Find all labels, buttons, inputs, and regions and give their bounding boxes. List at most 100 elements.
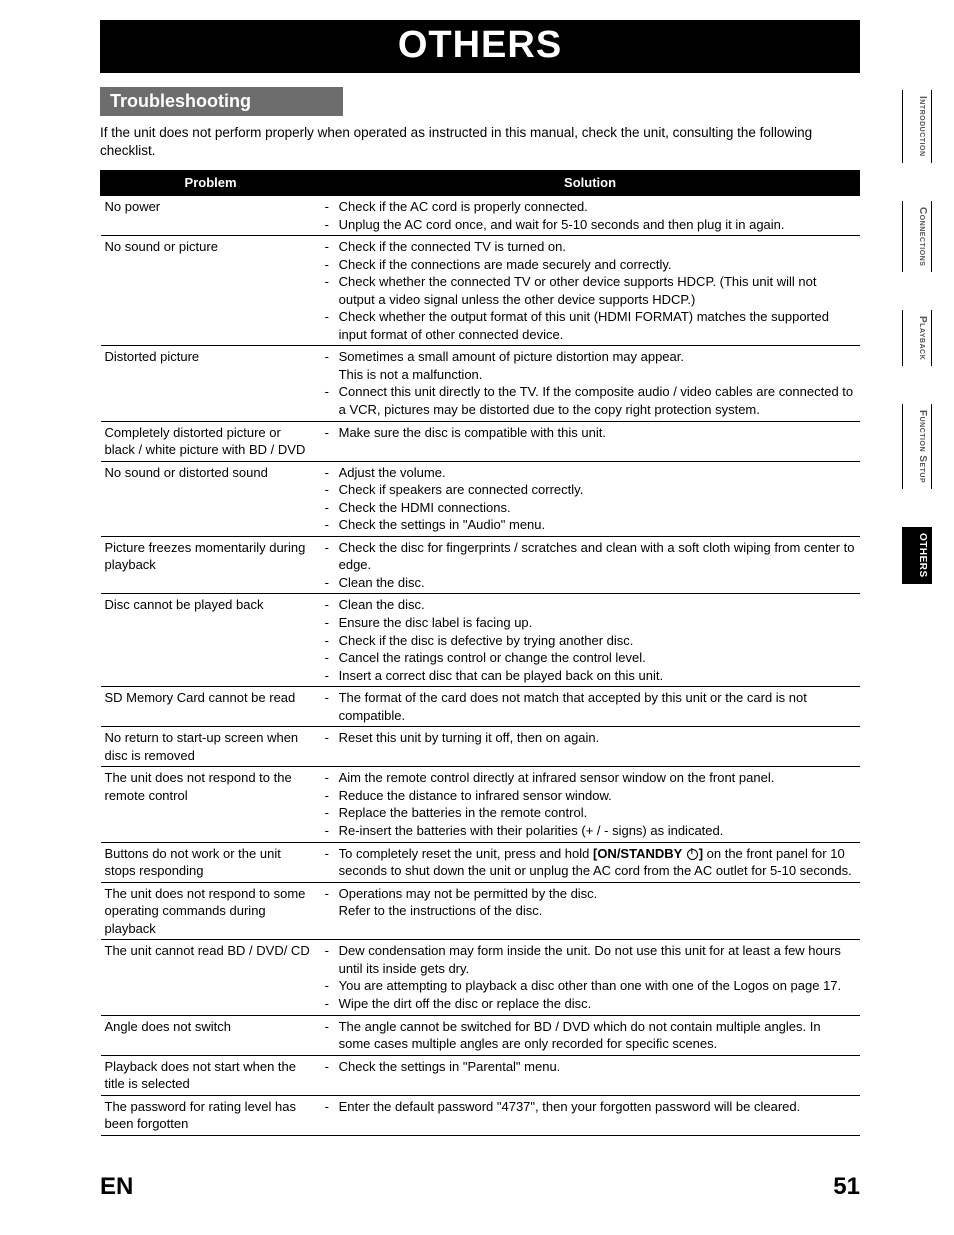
solution-text: To completely reset the unit, press and …	[339, 845, 856, 880]
solution-item: -Check the settings in "Audio" menu.	[325, 516, 856, 534]
section-tab[interactable]: Connections	[902, 201, 932, 272]
solution-item: -Re-insert the batteries with their pola…	[325, 822, 856, 840]
section-tab[interactable]: Function Setup	[902, 404, 932, 489]
solution-text: Replace the batteries in the remote cont…	[339, 804, 856, 822]
solution-list: -Check the settings in "Parental" menu.	[325, 1058, 856, 1076]
solution-cell: -Check the disc for fingerprints / scrat…	[321, 536, 860, 594]
problem-cell: No return to start-up screen when disc i…	[101, 727, 321, 767]
bullet-dash: -	[325, 499, 339, 517]
solution-text: Aim the remote control directly at infra…	[339, 769, 856, 787]
solution-item: -Enter the default password "4737", then…	[325, 1098, 856, 1116]
solution-cell: -Clean the disc.-Ensure the disc label i…	[321, 594, 860, 687]
solution-cell: -Sometimes a small amount of picture dis…	[321, 346, 860, 421]
solution-text: Check if the disc is defective by trying…	[339, 632, 856, 650]
solution-item: -The format of the card does not match t…	[325, 689, 856, 724]
bullet-dash: -	[325, 632, 339, 650]
table-row: The unit cannot read BD / DVD/ CD-Dew co…	[101, 940, 860, 1015]
side-tab-strip: Introduction Connections Playback Function …	[902, 90, 932, 584]
solution-list: -Make sure the disc is compatible with t…	[325, 424, 856, 442]
footer-language: EN	[100, 1173, 133, 1201]
bullet-dash: -	[325, 787, 339, 805]
bullet-dash: -	[325, 769, 339, 787]
bullet-dash: -	[325, 822, 339, 840]
intro-paragraph: If the unit does not perform properly wh…	[100, 124, 860, 160]
col-header-solution: Solution	[321, 171, 860, 196]
table-row: Playback does not start when the title i…	[101, 1055, 860, 1095]
bullet-dash: -	[325, 649, 339, 667]
solution-text: Check the settings in "Audio" menu.	[339, 516, 856, 534]
solution-item: -Replace the batteries in the remote con…	[325, 804, 856, 822]
bullet-dash: -	[325, 614, 339, 632]
solution-text: Dew condensation may form inside the uni…	[339, 942, 856, 977]
problem-cell: Distorted picture	[101, 346, 321, 421]
table-row: Disc cannot be played back-Clean the dis…	[101, 594, 860, 687]
problem-cell: Completely distorted picture or black / …	[101, 421, 321, 461]
solution-item: -Unplug the AC cord once, and wait for 5…	[325, 216, 856, 234]
solution-item: -Check the settings in "Parental" menu.	[325, 1058, 856, 1076]
solution-item: -Connect this unit directly to the TV. I…	[325, 383, 856, 418]
solution-list: -Aim the remote control directly at infr…	[325, 769, 856, 839]
solution-text: Insert a correct disc that can be played…	[339, 667, 856, 685]
solution-text: Sometimes a small amount of picture dist…	[339, 348, 856, 383]
solution-item: -Check if speakers are connected correct…	[325, 481, 856, 499]
table-row: No sound or picture-Check if the connect…	[101, 236, 860, 346]
bullet-dash: -	[325, 729, 339, 747]
solution-list: -Check the disc for fingerprints / scrat…	[325, 539, 856, 592]
solution-item: -Check whether the output format of this…	[325, 308, 856, 343]
solution-list: -Check if the connected TV is turned on.…	[325, 238, 856, 343]
problem-cell: The unit cannot read BD / DVD/ CD	[101, 940, 321, 1015]
solution-text: Check if the connections are made secure…	[339, 256, 856, 274]
solution-item: -Check if the disc is defective by tryin…	[325, 632, 856, 650]
section-tab[interactable]: OTHERS	[902, 527, 932, 584]
solution-list: -Sometimes a small amount of picture dis…	[325, 348, 856, 418]
bullet-dash: -	[325, 256, 339, 274]
solution-item: -Check the disc for fingerprints / scrat…	[325, 539, 856, 574]
solution-text: Check if the AC cord is properly connect…	[339, 198, 856, 216]
problem-cell: No sound or picture	[101, 236, 321, 346]
table-body: No power-Check if the AC cord is properl…	[101, 195, 860, 1135]
solution-list: -The format of the card does not match t…	[325, 689, 856, 724]
solution-cell: -Check if the AC cord is properly connec…	[321, 195, 860, 235]
solution-item: -Operations may not be permitted by the …	[325, 885, 856, 920]
solution-item: -To completely reset the unit, press and…	[325, 845, 856, 880]
bullet-dash: -	[325, 1098, 339, 1116]
bullet-dash: -	[325, 539, 339, 557]
table-row: Distorted picture-Sometimes a small amou…	[101, 346, 860, 421]
bullet-dash: -	[325, 689, 339, 707]
solution-item: -Check if the AC cord is properly connec…	[325, 198, 856, 216]
bullet-dash: -	[325, 348, 339, 366]
solution-cell: -Check if the connected TV is turned on.…	[321, 236, 860, 346]
solution-text: Adjust the volume.	[339, 464, 856, 482]
section-tab[interactable]: Introduction	[902, 90, 932, 163]
page-footer: EN 51	[100, 1173, 860, 1201]
solution-cell: -The angle cannot be switched for BD / D…	[321, 1015, 860, 1055]
solution-text: Clean the disc.	[339, 574, 856, 592]
table-row: Picture freezes momentarily during playb…	[101, 536, 860, 594]
solution-item: -Clean the disc.	[325, 574, 856, 592]
solution-text: The format of the card does not match th…	[339, 689, 856, 724]
solution-item: -Sometimes a small amount of picture dis…	[325, 348, 856, 383]
bullet-dash: -	[325, 198, 339, 216]
solution-item: -You are attempting to playback a disc o…	[325, 977, 856, 995]
problem-cell: Buttons do not work or the unit stops re…	[101, 842, 321, 882]
bullet-dash: -	[325, 481, 339, 499]
bullet-dash: -	[325, 238, 339, 256]
solution-text: Check whether the connected TV or other …	[339, 273, 856, 308]
solution-text: Reduce the distance to infrared sensor w…	[339, 787, 856, 805]
bullet-dash: -	[325, 216, 339, 234]
solution-list: -Adjust the volume.-Check if speakers ar…	[325, 464, 856, 534]
solution-text: Re-insert the batteries with their polar…	[339, 822, 856, 840]
solution-item: -Check if the connected TV is turned on.	[325, 238, 856, 256]
solution-item: -Reduce the distance to infrared sensor …	[325, 787, 856, 805]
solution-item: -Cancel the ratings control or change th…	[325, 649, 856, 667]
power-icon	[687, 849, 698, 860]
solution-text: Unplug the AC cord once, and wait for 5-…	[339, 216, 856, 234]
solution-text: Wipe the dirt off the disc or replace th…	[339, 995, 856, 1013]
bullet-dash: -	[325, 574, 339, 592]
footer-page-number: 51	[833, 1173, 860, 1201]
solution-text: Clean the disc.	[339, 596, 856, 614]
solution-item: -Wipe the dirt off the disc or replace t…	[325, 995, 856, 1013]
solution-cell: -To completely reset the unit, press and…	[321, 842, 860, 882]
bullet-dash: -	[325, 516, 339, 534]
section-tab[interactable]: Playback	[902, 310, 932, 366]
